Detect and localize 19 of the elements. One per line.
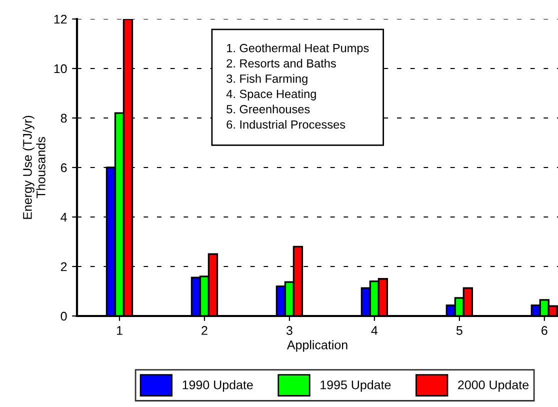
x-tick-label: 2 <box>202 326 208 335</box>
x-tick-label: 3 <box>286 326 292 335</box>
y-tick-label: 6 <box>60 163 67 172</box>
y-tick-label: 4 <box>60 212 67 222</box>
legend-label: 2000 Update <box>458 380 528 392</box>
y-tick-label: 8 <box>60 114 67 123</box>
y-tick-label: 12 <box>54 14 67 24</box>
x-tick-label: 6 <box>542 326 548 335</box>
x-tick-label: 1 <box>116 326 122 335</box>
annotation: 1. Geothermal Heat Pumps 2. Resorts and Baths 3. Fish Farming 4. Space Heating 5. Greenhouses 6. Industrial Processes <box>226 44 369 129</box>
legend-label: 1995 Update <box>320 380 391 392</box>
x-tick-label: 5 <box>456 326 462 335</box>
y-tick-label: 2 <box>60 262 67 272</box>
y-tick-label: 10 <box>54 64 67 74</box>
x-tick-label: 4 <box>371 326 378 335</box>
legend-label: 1990 Update <box>182 380 253 392</box>
x-axis-title: Application <box>286 340 348 352</box>
y-tick-label: 0 <box>60 312 67 321</box>
y-axis-title: Energy Use (TJ/yr) Thousands <box>22 116 46 219</box>
